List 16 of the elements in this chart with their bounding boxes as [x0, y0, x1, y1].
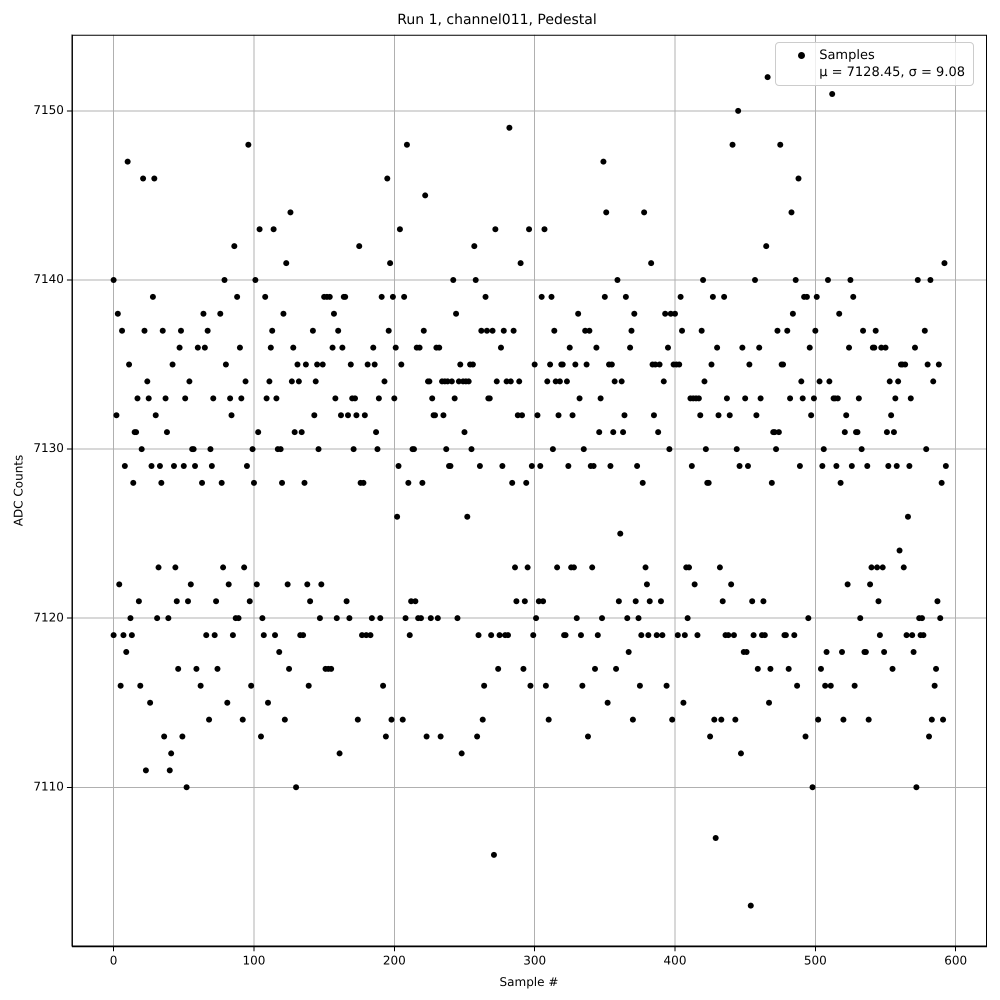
y-tick-label: 7130: [33, 441, 64, 456]
y-tick-label: 7140: [33, 272, 64, 286]
x-tick-label: 0: [110, 954, 118, 968]
chart-title: Run 1, channel011, Pedestal: [397, 12, 597, 28]
x-tick-label: 600: [944, 954, 968, 968]
x-tick-label: 200: [382, 954, 406, 968]
x-tick-label: 100: [242, 954, 266, 968]
x-axis-title: Sample #: [500, 974, 558, 989]
y-axis-title: ADC Counts: [11, 454, 26, 526]
x-tick-label: 500: [804, 954, 827, 968]
x-tick-label: 400: [664, 954, 686, 968]
y-tick-label: 7120: [33, 610, 64, 624]
legend-label: Samples μ = 7128.45, σ = 9.08: [819, 46, 965, 81]
y-tick-label: 7110: [33, 779, 64, 794]
y-tick-label: 7150: [33, 103, 64, 118]
x-tick-label: 300: [523, 954, 546, 968]
